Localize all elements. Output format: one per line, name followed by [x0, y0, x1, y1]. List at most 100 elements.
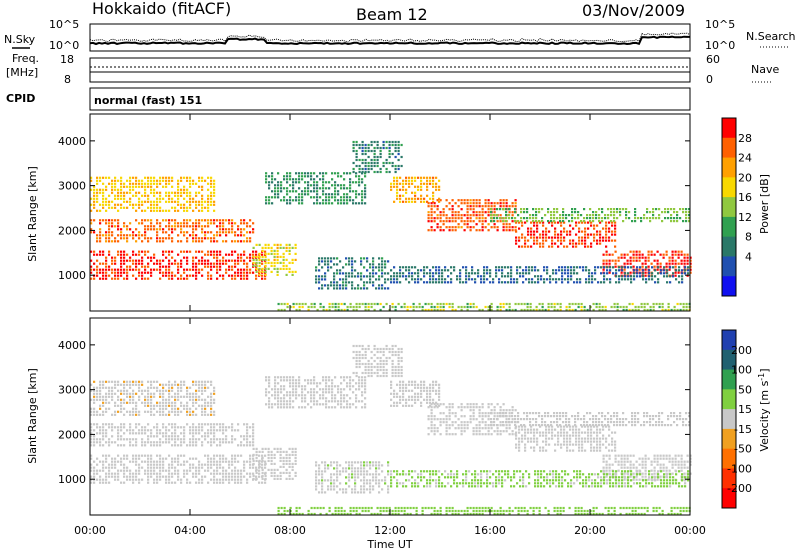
heatmap-cell [532, 208, 534, 210]
heatmap-cell [581, 243, 583, 245]
heatmap-cell [528, 281, 530, 283]
heatmap-cell [295, 388, 297, 390]
heatmap-cell [473, 199, 475, 201]
heatmap-cell [356, 363, 358, 365]
heatmap-cell [138, 254, 140, 256]
heatmap-cell [201, 180, 203, 182]
heatmap-cell [557, 237, 559, 239]
heatmap-cell [524, 438, 526, 440]
heatmap-cell [183, 473, 185, 475]
heatmap-cell [201, 237, 203, 239]
heatmap-cell [259, 259, 261, 261]
heatmap-cell [349, 376, 351, 378]
heatmap-cell [349, 181, 351, 183]
heatmap-cell [256, 472, 258, 474]
heatmap-cell [171, 180, 173, 182]
y-tick-label: 2000 [58, 224, 86, 237]
heatmap-cell [280, 457, 282, 459]
heatmap-cell [560, 225, 562, 227]
heatmap-cell [483, 281, 485, 283]
heatmap-cell [93, 414, 95, 416]
heatmap-cell [624, 266, 626, 268]
heatmap-cell [461, 406, 463, 408]
heatmap-cell [452, 406, 454, 408]
heatmap-cell [488, 415, 490, 417]
heatmap-cell [255, 467, 257, 469]
heatmap-cell [318, 263, 320, 265]
heatmap-cell [180, 189, 182, 191]
heatmap-cell [401, 165, 403, 167]
heatmap-cell [183, 269, 185, 271]
heatmap-cell [126, 228, 128, 230]
heatmap-cell [374, 150, 376, 152]
heatmap-cell [183, 435, 185, 437]
heatmap-cell [582, 269, 584, 271]
heatmap-cell [343, 196, 345, 198]
heatmap-cell [488, 202, 490, 204]
heatmap-cell [141, 186, 143, 188]
heatmap-cell [246, 222, 248, 224]
heatmap-cell [189, 467, 191, 469]
heatmap-cell [262, 475, 264, 477]
heatmap-cell [138, 186, 140, 188]
heatmap-cell [399, 177, 401, 179]
heatmap-cell [280, 247, 282, 249]
heatmap-cell [420, 390, 422, 392]
heatmap-cell [105, 278, 107, 280]
heatmap-cell [201, 251, 203, 253]
heatmap-cell [198, 473, 200, 475]
heatmap-cell [150, 225, 152, 227]
heatmap-cell [168, 210, 170, 212]
heatmap-cell [225, 476, 227, 478]
heatmap-cell [452, 211, 454, 213]
heatmap-cell [567, 272, 569, 274]
heatmap-cell [479, 415, 481, 417]
heatmap-cell [256, 469, 258, 471]
heatmap-cell [171, 482, 173, 484]
heatmap-cell [262, 271, 264, 273]
heatmap-cell [177, 455, 179, 457]
heatmap-cell [603, 281, 605, 283]
heatmap-cell [461, 433, 463, 435]
heatmap-cell [446, 424, 448, 426]
heatmap-cell [613, 208, 615, 210]
heatmap-cell [431, 220, 433, 222]
heatmap-cell [213, 458, 215, 460]
heatmap-cell [437, 223, 439, 225]
heatmap-cell [633, 257, 635, 259]
heatmap-cell [213, 411, 215, 413]
heatmap-cell [464, 406, 466, 408]
heatmap-cell [637, 217, 639, 219]
heatmap-cell [642, 275, 644, 277]
heatmap-cell [621, 257, 623, 259]
heatmap-cell [602, 237, 604, 239]
heatmap-cell [252, 435, 254, 437]
heatmap-cell [501, 281, 503, 283]
heatmap-cell [672, 254, 674, 256]
heatmap-cell [114, 269, 116, 271]
heatmap-cell [174, 405, 176, 407]
heatmap-cell [592, 220, 594, 222]
heatmap-cell [138, 399, 140, 401]
heatmap-cell [204, 408, 206, 410]
heatmap-cell [165, 195, 167, 197]
heatmap-cell [649, 211, 651, 213]
heatmap-cell [219, 266, 221, 268]
heatmap-cell [381, 266, 383, 268]
heatmap-cell [611, 234, 613, 236]
heatmap-cell [253, 460, 255, 462]
heatmap-cell [228, 222, 230, 224]
heatmap-cell [246, 441, 248, 443]
heatmap-cell [231, 426, 233, 428]
heatmap-cell [316, 190, 318, 192]
heatmap-cell [168, 423, 170, 425]
heatmap-cell [120, 192, 122, 194]
heatmap-cell [243, 278, 245, 280]
heatmap-cell [386, 357, 388, 359]
heatmap-cell [615, 281, 617, 283]
heatmap-cell [120, 470, 122, 472]
heatmap-cell [210, 219, 212, 221]
heatmap-cell [374, 345, 376, 347]
heatmap-cell [271, 388, 273, 390]
heatmap-cell [401, 357, 403, 359]
